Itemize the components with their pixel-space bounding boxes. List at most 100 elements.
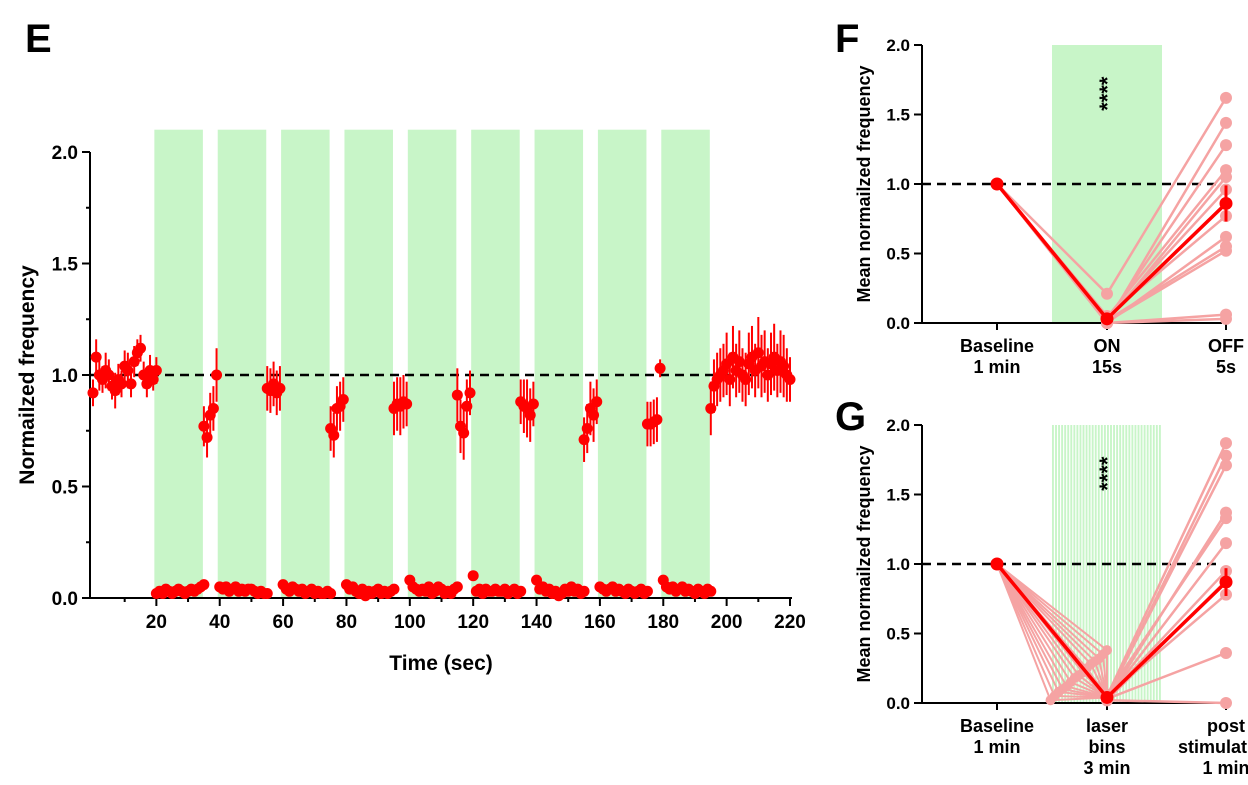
data-point <box>274 382 286 394</box>
data-point <box>135 342 147 354</box>
laser-bin <box>1082 425 1085 703</box>
y-tick-label: 2.0 <box>886 36 910 55</box>
laser-period-3 <box>281 129 330 598</box>
laser-period-5 <box>407 129 457 598</box>
individual-point <box>1220 646 1232 659</box>
y-tick-label: 0.0 <box>886 694 910 713</box>
category-label: 1 min <box>973 737 1020 757</box>
individual-point <box>1220 312 1232 325</box>
y-tick-label: 1.0 <box>886 175 910 194</box>
data-point <box>591 396 603 408</box>
data-point <box>451 581 463 593</box>
data-point <box>207 402 219 414</box>
individual-point <box>1220 449 1232 462</box>
individual-point <box>1220 512 1232 525</box>
laser-bin <box>1085 425 1088 703</box>
bin-fan-line <box>996 563 1108 651</box>
data-point <box>527 398 539 410</box>
panel-letter-f: F <box>835 17 859 61</box>
data-point <box>464 387 476 399</box>
y-tick-label: 1.0 <box>886 555 910 574</box>
x-tick-label: 220 <box>774 612 806 633</box>
mean-point <box>990 177 1004 191</box>
laser-bin <box>1100 425 1103 703</box>
x-tick-label: 100 <box>394 612 426 633</box>
laser-bin <box>1125 425 1128 703</box>
laser-bin <box>1052 425 1054 703</box>
panel-letter-g: G <box>835 395 866 439</box>
x-axis-title: Time (sec) <box>389 652 493 675</box>
category-label: stimulation <box>1178 737 1248 757</box>
individual-point <box>1220 244 1232 257</box>
data-point <box>150 365 162 377</box>
laser-bin <box>1110 425 1112 703</box>
category-label: 5s <box>1216 357 1236 377</box>
y-axis-title: Normailzed frequency <box>16 265 39 485</box>
data-point <box>641 585 653 597</box>
category-label: bins <box>1088 737 1125 757</box>
laser-bin <box>1140 425 1143 703</box>
laser-period-9 <box>661 129 710 598</box>
mean-point <box>1219 575 1233 589</box>
mean-point <box>1100 690 1114 704</box>
category-label: laser <box>1086 716 1128 736</box>
laser-bin <box>1070 425 1073 703</box>
data-point <box>211 369 223 381</box>
category-label: 3 min <box>1083 758 1130 778</box>
data-point <box>337 394 349 406</box>
y-tick-label: 0.0 <box>52 589 78 610</box>
y-tick-label: 1.5 <box>52 255 79 276</box>
x-tick-label: 40 <box>209 612 230 633</box>
individual-point <box>1220 116 1232 129</box>
data-point <box>87 387 99 399</box>
category-label: Baseline <box>960 716 1034 736</box>
bin-point <box>1102 645 1112 656</box>
data-point <box>654 362 666 374</box>
y-axis-title: Mean normailzed frequency <box>854 445 874 682</box>
laser-bin <box>1155 425 1158 703</box>
individual-point <box>1101 287 1113 300</box>
data-point <box>651 414 663 426</box>
data-point <box>328 429 340 441</box>
laser-bin <box>1067 425 1070 703</box>
x-tick-label: 160 <box>584 612 616 633</box>
x-tick-label: 60 <box>273 612 294 633</box>
laser-bin <box>1097 425 1100 703</box>
x-tick-label: 120 <box>457 612 489 633</box>
category-label: 1 min <box>1202 758 1248 778</box>
y-tick-label: 0.5 <box>886 625 910 644</box>
x-tick-label: 140 <box>521 612 553 633</box>
laser-period-2 <box>217 129 267 598</box>
data-point <box>578 585 590 597</box>
individual-point <box>1220 537 1232 550</box>
laser-period-6 <box>471 129 520 598</box>
data-point <box>325 588 337 600</box>
y-axis-title: Mean normailzed frequency <box>854 65 874 302</box>
category-label: OFF <box>1208 336 1244 356</box>
y-tick-label: 1.0 <box>52 366 78 387</box>
individual-point <box>1220 697 1232 709</box>
y-tick-label: 2.0 <box>886 416 910 435</box>
y-tick-label: 0.5 <box>52 478 79 499</box>
y-tick-label: 1.5 <box>886 486 910 505</box>
panel-letter-e: E <box>25 17 52 61</box>
category-label: ON <box>1094 336 1121 356</box>
data-point <box>515 585 527 597</box>
individual-point <box>1220 459 1232 472</box>
individual-point <box>1220 171 1232 184</box>
data-point <box>261 588 273 600</box>
individual-point <box>1220 437 1232 450</box>
mean-point <box>1219 196 1233 210</box>
laser-bin <box>1143 425 1146 703</box>
chart-e: 0.0 0.5 1.0 1.5 2.0 20 40 60 80 100 120 140 160 180 20… <box>16 129 806 675</box>
y-tick-label: 0.5 <box>886 245 910 264</box>
individual-point <box>1220 139 1232 152</box>
category-label: Baseline <box>960 336 1034 356</box>
laser-period-4 <box>344 129 393 598</box>
category-label: 15s <box>1092 357 1122 377</box>
significance-stars: **** <box>1095 456 1120 491</box>
individual-point <box>1220 230 1232 243</box>
x-tick-label: 20 <box>146 612 167 633</box>
